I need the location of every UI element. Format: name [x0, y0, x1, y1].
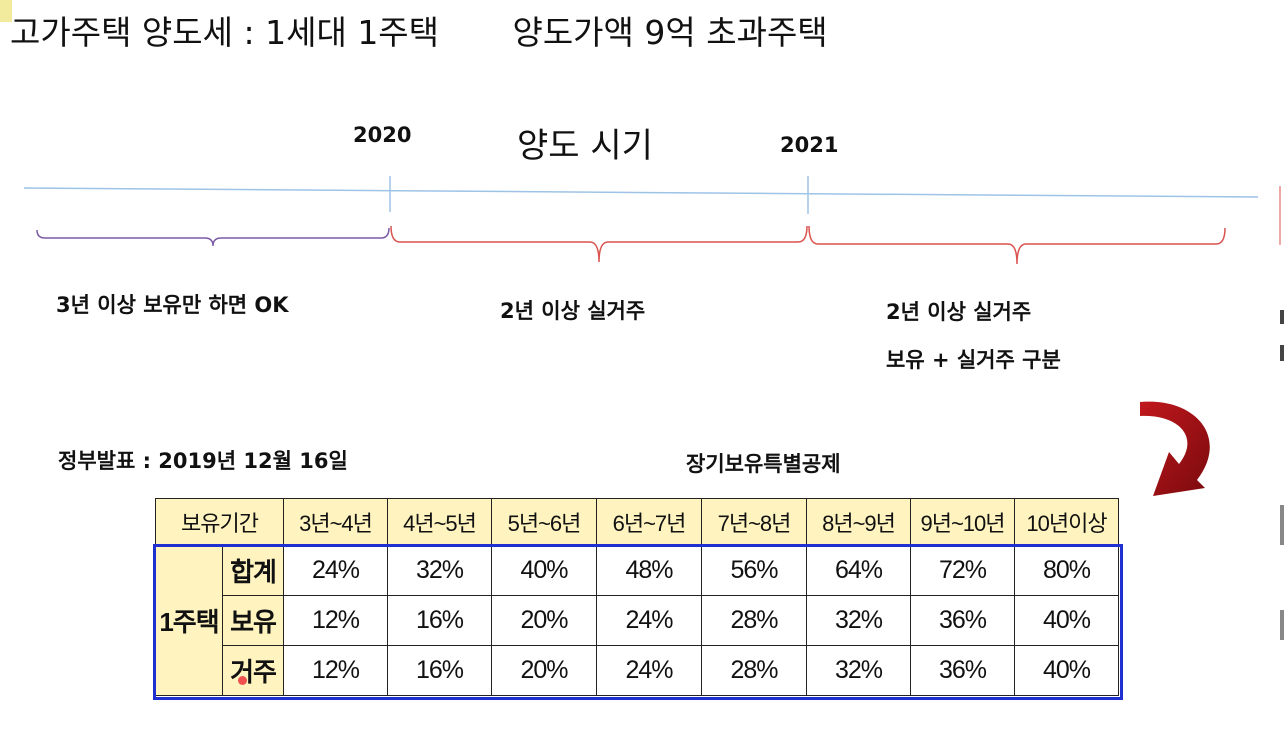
table-row: 1주택 합계 24% 32% 40% 48% 56% 64% 72% 80% [155, 545, 1119, 696]
table-cell: 12% [283, 595, 388, 646]
table-cell: 40% [1014, 595, 1119, 646]
table-header-row: 보유기간 3년~4년 4년~5년 5년~6년 6년~7년 7년~8년 8년~9년… [155, 498, 1119, 546]
table-title: 장기보유특별공제 [686, 452, 841, 476]
year-2020-label: 2020 [353, 123, 412, 147]
segment-1-label: 3년 이상 보유만 하면 OK [56, 293, 289, 317]
table-cell: 40% [491, 545, 597, 596]
table-cell: 80% [1014, 545, 1119, 596]
brace-segment-1 [36, 227, 390, 247]
table-cell: 36% [910, 595, 1015, 646]
table-cell: 32% [806, 595, 911, 646]
table-cell: 36% [910, 645, 1015, 696]
table-cell: 32% [387, 545, 492, 596]
table-cell: 64% [806, 545, 911, 596]
segment-2-label: 2년 이상 실거주 [500, 299, 646, 323]
column-header: 4년~5년 [387, 498, 492, 546]
announcement-date: 정부발표 : 2019년 12월 16일 [58, 449, 348, 473]
edge-fragments [1280, 310, 1284, 640]
table-cell: 40% [1014, 645, 1119, 696]
row-label: 합계 [222, 545, 284, 596]
group-label: 1주택 [155, 545, 223, 696]
table-cell: 28% [701, 595, 807, 646]
segment-3-label: 2년 이상 실거주 [886, 300, 1032, 324]
row-label: 보유 [222, 595, 284, 646]
table-cell: 24% [283, 545, 388, 596]
column-header: 7년~8년 [701, 498, 807, 546]
column-header: 6년~7년 [596, 498, 702, 546]
table-cell: 28% [701, 645, 807, 696]
corner-highlight [0, 0, 12, 22]
table-cell: 24% [596, 645, 702, 696]
table-row: 보유 12% 16% 20% 24% 28% 32% 36% 40% [156, 595, 1119, 646]
brace-segment-2 [390, 225, 808, 263]
year-2021-label: 2021 [780, 133, 839, 157]
deduction-table: 보유기간 3년~4년 4년~5년 5년~6년 6년~7년 7년~8년 8년~9년… [155, 498, 1119, 696]
period-title: 양도 시기 [517, 126, 653, 166]
table-cell: 12% [283, 645, 388, 696]
table-cell: 56% [701, 545, 807, 596]
table-cell: 48% [596, 545, 702, 596]
table-row: 거주 12% 16% 20% 24% 28% 32% 36% 40% [156, 645, 1119, 696]
curved-arrow-icon [1140, 401, 1210, 496]
table-cell: 16% [387, 645, 492, 696]
table-cell: 20% [491, 645, 597, 696]
header-label: 보유기간 [155, 498, 284, 546]
column-header: 8년~9년 [806, 498, 911, 546]
table-cell: 20% [491, 595, 597, 646]
table-cell: 72% [910, 545, 1015, 596]
column-header: 9년~10년 [910, 498, 1015, 546]
pointer-dot-icon [238, 676, 247, 685]
column-header: 10년이상 [1014, 498, 1119, 546]
column-header: 3년~4년 [283, 498, 388, 546]
table-cell: 32% [806, 645, 911, 696]
page-title: 고가주택 양도세 : 1세대 1주택 양도가액 9억 초과주택 [10, 13, 828, 52]
row-label: 거주 [222, 645, 284, 696]
column-header: 5년~6년 [491, 498, 597, 546]
brace-segment-3 [808, 225, 1226, 265]
timeline-graphic [23, 176, 1281, 265]
table-cell: 16% [387, 595, 492, 646]
segment-3-sublabel: 보유 + 실거주 구분 [886, 348, 1061, 372]
timeline-axis [23, 187, 1259, 198]
table-cell: 24% [596, 595, 702, 646]
